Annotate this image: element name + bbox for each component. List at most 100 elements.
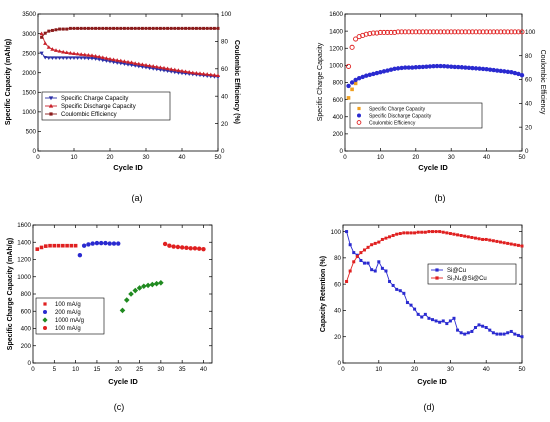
data-point: [398, 232, 402, 236]
data-point: [480, 29, 486, 35]
data-point: [348, 243, 352, 247]
x-tick-label: 10: [72, 366, 79, 373]
data-point: [216, 26, 220, 30]
data-point: [501, 29, 507, 35]
legend-label: 100 mA/g: [55, 326, 81, 332]
data-point: [519, 73, 525, 78]
data-point: [149, 281, 156, 288]
data-point: [350, 87, 354, 92]
x-tick-label: 30: [157, 366, 164, 373]
data-point: [367, 72, 372, 77]
y-tick-label: 100: [331, 229, 342, 236]
y-tick-label: 1500: [22, 89, 36, 96]
data-point: [346, 83, 351, 89]
y-axis-label: Specific Capacity (mAh/g): [5, 39, 12, 125]
data-point: [86, 26, 90, 30]
data-point: [212, 26, 216, 30]
data-point: [445, 322, 449, 326]
legend-box: [41, 91, 171, 121]
data-point: [427, 316, 431, 320]
data-point: [162, 241, 168, 247]
data-point: [348, 269, 352, 273]
data-point: [353, 36, 359, 42]
data-point: [473, 66, 479, 71]
data-point: [151, 67, 156, 71]
legend-marker: [42, 317, 48, 323]
x-tick-label: 0: [343, 154, 347, 161]
data-point: [441, 64, 447, 69]
data-point: [118, 61, 123, 66]
panel-label: (d): [424, 402, 435, 412]
data-point: [143, 62, 149, 67]
data-point: [445, 29, 451, 35]
data-point: [395, 287, 399, 291]
data-point: [484, 326, 488, 330]
data-point: [111, 241, 117, 246]
data-point: [179, 71, 185, 76]
x-axis-label: Cycle ID: [113, 163, 143, 172]
data-point: [128, 291, 134, 297]
legend-box: [349, 102, 483, 129]
data-point: [409, 29, 415, 35]
data-point: [69, 243, 74, 248]
y-tick-label: 600: [333, 97, 344, 104]
data-point: [115, 26, 119, 30]
legend-label: Coulombic Efficiency: [369, 121, 416, 127]
legend-marker: [48, 96, 54, 101]
data-point: [353, 77, 358, 83]
data-point: [402, 29, 408, 35]
data-point: [201, 71, 206, 76]
data-point: [183, 69, 188, 74]
y-tick-label: 0: [33, 148, 37, 155]
data-point: [469, 29, 475, 35]
data-point: [359, 258, 363, 262]
data-point: [39, 31, 44, 36]
data-point: [506, 241, 510, 245]
data-point: [141, 283, 147, 290]
y-tick-label: 1600: [17, 222, 31, 229]
data-point: [61, 56, 66, 60]
data-point: [202, 26, 206, 30]
panel-a: 0 10 20 30 40 5005001000150020002500300035000…: [5, 11, 240, 203]
data-point: [125, 62, 131, 67]
data-point: [151, 26, 155, 30]
data-point: [136, 64, 141, 69]
data-point: [104, 59, 109, 63]
x-tick-label: 5: [53, 366, 57, 373]
data-point: [417, 64, 422, 70]
data-point: [130, 26, 134, 30]
data-point: [416, 312, 420, 316]
data-point: [133, 61, 138, 65]
data-point: [420, 230, 424, 234]
data-point: [427, 64, 433, 69]
y2-tick-label: 60: [525, 77, 532, 84]
data-point: [364, 73, 369, 78]
data-point: [377, 260, 381, 264]
data-point: [136, 61, 141, 66]
data-point: [148, 26, 152, 30]
data-point: [100, 55, 105, 59]
data-point: [173, 26, 177, 30]
x-tick-label: 0: [36, 154, 40, 161]
data-point: [430, 29, 437, 35]
data-point: [392, 66, 397, 72]
data-point: [194, 71, 199, 75]
data-point: [144, 26, 148, 30]
data-point: [122, 62, 127, 67]
data-point: [103, 240, 108, 246]
data-point: [406, 65, 411, 70]
data-point: [491, 29, 497, 35]
data-point: [79, 56, 84, 60]
data-point: [355, 255, 359, 259]
data-point: [459, 29, 465, 35]
data-point: [502, 332, 506, 336]
data-point: [391, 234, 395, 238]
data-point: [176, 71, 181, 75]
data-point: [126, 26, 130, 30]
data-point: [198, 26, 202, 30]
data-point: [53, 48, 59, 52]
y-tick-label: 1000: [22, 109, 36, 116]
y-tick-label: 80: [334, 255, 341, 262]
data-point: [90, 26, 94, 30]
data-point: [43, 41, 48, 45]
